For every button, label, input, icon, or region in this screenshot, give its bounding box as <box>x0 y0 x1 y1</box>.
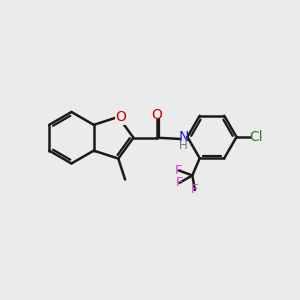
Text: O: O <box>115 110 126 124</box>
Text: F: F <box>176 176 183 189</box>
Text: O: O <box>151 108 162 122</box>
Text: N: N <box>178 130 189 144</box>
Text: H: H <box>179 139 188 152</box>
Text: Cl: Cl <box>249 130 263 144</box>
Text: F: F <box>175 164 182 177</box>
Text: F: F <box>191 183 199 196</box>
